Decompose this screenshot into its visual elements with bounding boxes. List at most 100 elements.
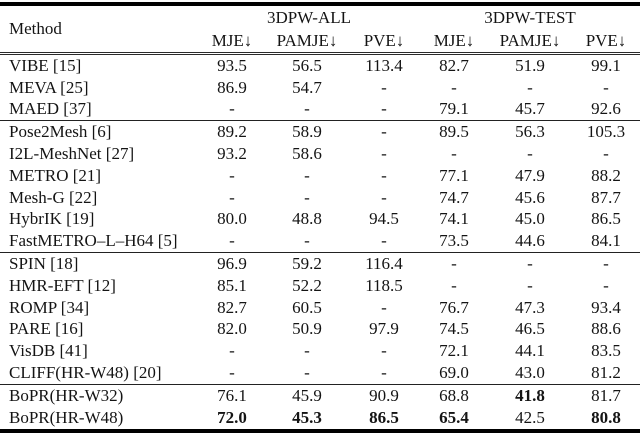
method-cell: ROMP [34] — [9, 297, 90, 317]
method-cell: Pose2Mesh [6] — [0, 120, 198, 144]
value-cell: - — [229, 165, 235, 185]
value-cell: - — [229, 99, 235, 119]
table-row: FastMETRO–L–H64 [5] - - - 73.5 44.6 84.1 — [0, 230, 640, 252]
value-cell: - — [381, 187, 387, 207]
table-row: CLIFF(HR-W48) [20] - - - 69.0 43.0 81.2 — [0, 362, 640, 384]
metric-header-pve-all: PVE↓ — [348, 30, 420, 55]
value-cell: - — [348, 120, 420, 144]
value-cell: 94.5 — [369, 209, 399, 229]
value-cell: 81.7 — [572, 383, 640, 407]
table-row: MEVA [25] 86.9 54.7 - - - - — [0, 77, 640, 99]
value-cell: 44.1 — [515, 341, 545, 361]
header-row-metrics: MJE↓ PAMJE↓ PVE↓ MJE↓ PAMJE↓ PVE↓ — [0, 30, 640, 55]
value-cell: 74.5 — [439, 319, 469, 339]
value-cell: - — [304, 165, 310, 185]
value-cell: 44.6 — [515, 231, 545, 251]
value-cell: - — [381, 297, 387, 317]
value-cell: 68.8 — [420, 383, 488, 407]
dataset-header-3dpw-all: 3DPW-ALL — [266, 8, 352, 27]
method-cell: HMR-EFT [12] — [9, 275, 116, 295]
table-row: SPIN [18] 96.9 59.2 116.4- - - — [0, 252, 640, 275]
value-cell: - — [304, 187, 310, 207]
value-cell: 97.9 — [369, 319, 399, 339]
value-cell: - — [381, 144, 387, 164]
method-cell: VIBE [15] — [9, 55, 82, 75]
value-cell: 45.6 — [515, 187, 545, 207]
metric-header-pve-test: PVE↓ — [572, 30, 640, 55]
table-row: HybrIK [19] 80.0 48.8 94.5 74.1 45.0 86.5 — [0, 209, 640, 231]
value-cell: 116.4 — [348, 252, 420, 275]
value-cell: 41.8 — [488, 383, 572, 407]
method-cell: HybrIK [19] — [9, 209, 95, 229]
value-cell: - — [304, 363, 310, 383]
method-cell: MEVA [25] — [9, 77, 89, 97]
value-cell: - — [527, 275, 533, 295]
value-cell: 86.5 — [369, 407, 399, 427]
table-row: BoPR(HR-W48) 72.0 45.3 86.5 65.4 42.5 80.8 — [0, 407, 640, 431]
value-cell: 72.0 — [217, 407, 247, 427]
value-cell: - — [603, 275, 609, 295]
value-cell: - — [572, 252, 640, 275]
value-cell: 88.2 — [591, 165, 621, 185]
value-cell: 76.1 — [198, 383, 266, 407]
value-cell: 80.8 — [591, 407, 621, 427]
value-cell: 42.5 — [515, 407, 545, 427]
value-cell: 96.9 — [198, 252, 266, 275]
value-cell: 45.0 — [515, 209, 545, 229]
value-cell: 84.1 — [591, 231, 621, 251]
table-body: VIBE [15] 93.5 56.5 113.4 82.7 51.9 99.1 MEVA [… — [0, 54, 640, 431]
value-cell: 51.9 — [515, 55, 545, 75]
value-cell: - — [603, 77, 609, 97]
value-cell: 59.2 — [266, 252, 348, 275]
value-cell: 45.3 — [292, 407, 322, 427]
value-cell: 83.5 — [591, 341, 621, 361]
value-cell: 82.7 — [439, 55, 469, 75]
metric-header-mje-all: MJE↓ — [198, 30, 266, 55]
value-cell: - — [527, 144, 533, 164]
table-row: MAED [37] - - - 79.1 45.7 92.6 — [0, 99, 640, 121]
value-cell: 85.1 — [217, 275, 247, 295]
value-cell: 93.2 — [217, 144, 247, 164]
value-cell: 56.5 — [292, 55, 322, 75]
value-cell: 88.6 — [591, 319, 621, 339]
value-cell: 90.9 — [348, 383, 420, 407]
value-cell: - — [381, 165, 387, 185]
value-cell: - — [488, 252, 572, 275]
value-cell: 86.5 — [591, 209, 621, 229]
value-cell: - — [229, 231, 235, 251]
value-cell: 45.7 — [515, 99, 545, 119]
method-cell: BoPR(HR-W48) — [9, 407, 124, 427]
value-cell: 74.7 — [439, 187, 469, 207]
value-cell: 82.7 — [217, 297, 247, 317]
method-cell: I2L-MeshNet [27] — [9, 144, 135, 164]
value-cell: 74.1 — [439, 209, 469, 229]
value-cell: 43.0 — [515, 363, 545, 383]
value-cell: - — [381, 231, 387, 251]
value-cell: - — [229, 187, 235, 207]
value-cell: 50.9 — [292, 319, 322, 339]
value-cell: 93.5 — [217, 55, 247, 75]
value-cell: 58.9 — [266, 120, 348, 144]
dataset-header-3dpw-test: 3DPW-TEST — [484, 8, 576, 27]
value-cell: 80.0 — [217, 209, 247, 229]
value-cell: - — [229, 363, 235, 383]
value-cell: 113.4 — [365, 55, 403, 75]
method-cell: CLIFF(HR-W48) [20] — [9, 363, 162, 383]
value-cell: - — [603, 144, 609, 164]
value-cell: 79.1 — [439, 99, 469, 119]
value-cell: 87.7 — [591, 187, 621, 207]
value-cell: 60.5 — [292, 297, 322, 317]
value-cell: 46.5 — [515, 319, 545, 339]
value-cell: 69.0 — [439, 363, 469, 383]
table-row: ROMP [34] 82.7 60.5 - 76.7 47.3 93.4 — [0, 297, 640, 319]
value-cell: 58.6 — [292, 144, 322, 164]
table-row: BoPR(HR-W32) 76.1 45.9 90.9 68.8 41.8 81.7 — [0, 383, 640, 407]
value-cell: 77.1 — [439, 165, 469, 185]
method-cell: SPIN [18] — [0, 252, 198, 275]
value-cell: 54.7 — [292, 77, 322, 97]
table-header: Method 3DPW-ALL 3DPW-TEST MJE↓ PAMJE↓ PV… — [0, 4, 640, 55]
table-row: METRO [21] - - - 77.1 47.9 88.2 — [0, 165, 640, 187]
value-cell: 47.3 — [515, 297, 545, 317]
method-cell: FastMETRO–L–H64 [5] — [9, 231, 178, 251]
value-cell: - — [229, 341, 235, 361]
